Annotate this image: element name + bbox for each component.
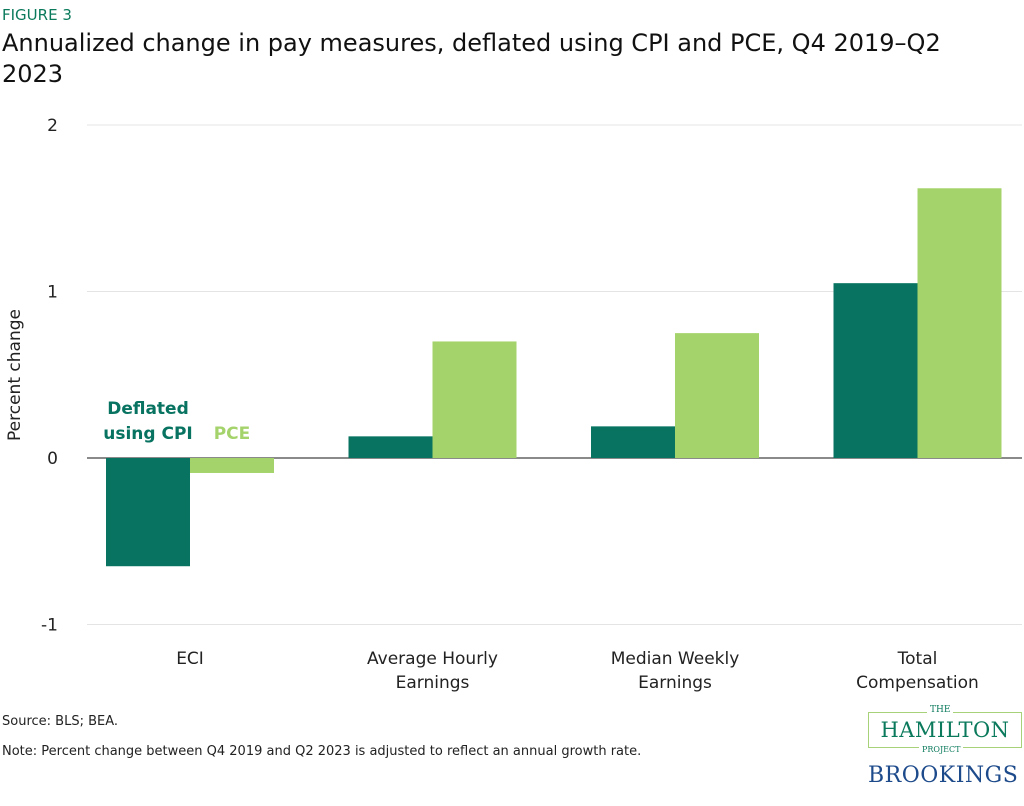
bar-cpi [106, 458, 190, 567]
y-tick-label: 1 [47, 283, 58, 303]
legend-label-pce: PCE [214, 424, 251, 444]
x-tick-label: Total [897, 649, 938, 669]
x-tick-label: Average Hourly [367, 649, 498, 669]
x-tick-label: Compensation [856, 673, 979, 693]
logo-hamilton: HAMILTON [880, 718, 1010, 742]
note-text: Note: Percent change between Q4 2019 and… [2, 744, 642, 759]
x-tick-label: Median Weekly [611, 649, 740, 669]
hamilton-project-logo: THE HAMILTON PROJECT [868, 705, 1022, 754]
legend-label-cpi: using CPI [103, 424, 193, 444]
legend-label-cpi: Deflated [107, 399, 189, 419]
y-tick-label: 0 [47, 449, 58, 469]
bar-cpi [591, 426, 675, 458]
figure-label: FIGURE 3 [2, 6, 72, 24]
bar-pce [917, 188, 1002, 458]
source-text: Source: BLS; BEA. [2, 714, 119, 729]
x-tick-label: Earnings [638, 673, 712, 693]
bar-cpi [833, 283, 918, 458]
logo-project: PROJECT [919, 745, 964, 754]
y-tick-label: -1 [41, 616, 58, 636]
bar-pce [432, 341, 517, 458]
bar-pce [190, 458, 274, 473]
chart-title: Annualized change in pay measures, defla… [2, 29, 941, 88]
x-tick-label: Earnings [396, 673, 470, 693]
logo-the: THE [927, 705, 954, 715]
y-axis-label: Percent change [5, 309, 25, 441]
brookings-logo: BROOKINGS [868, 763, 1019, 788]
x-tick-label: ECI [176, 649, 204, 669]
bar-cpi [348, 436, 433, 458]
y-tick-label: 2 [47, 116, 58, 136]
bar-pce [675, 333, 759, 458]
